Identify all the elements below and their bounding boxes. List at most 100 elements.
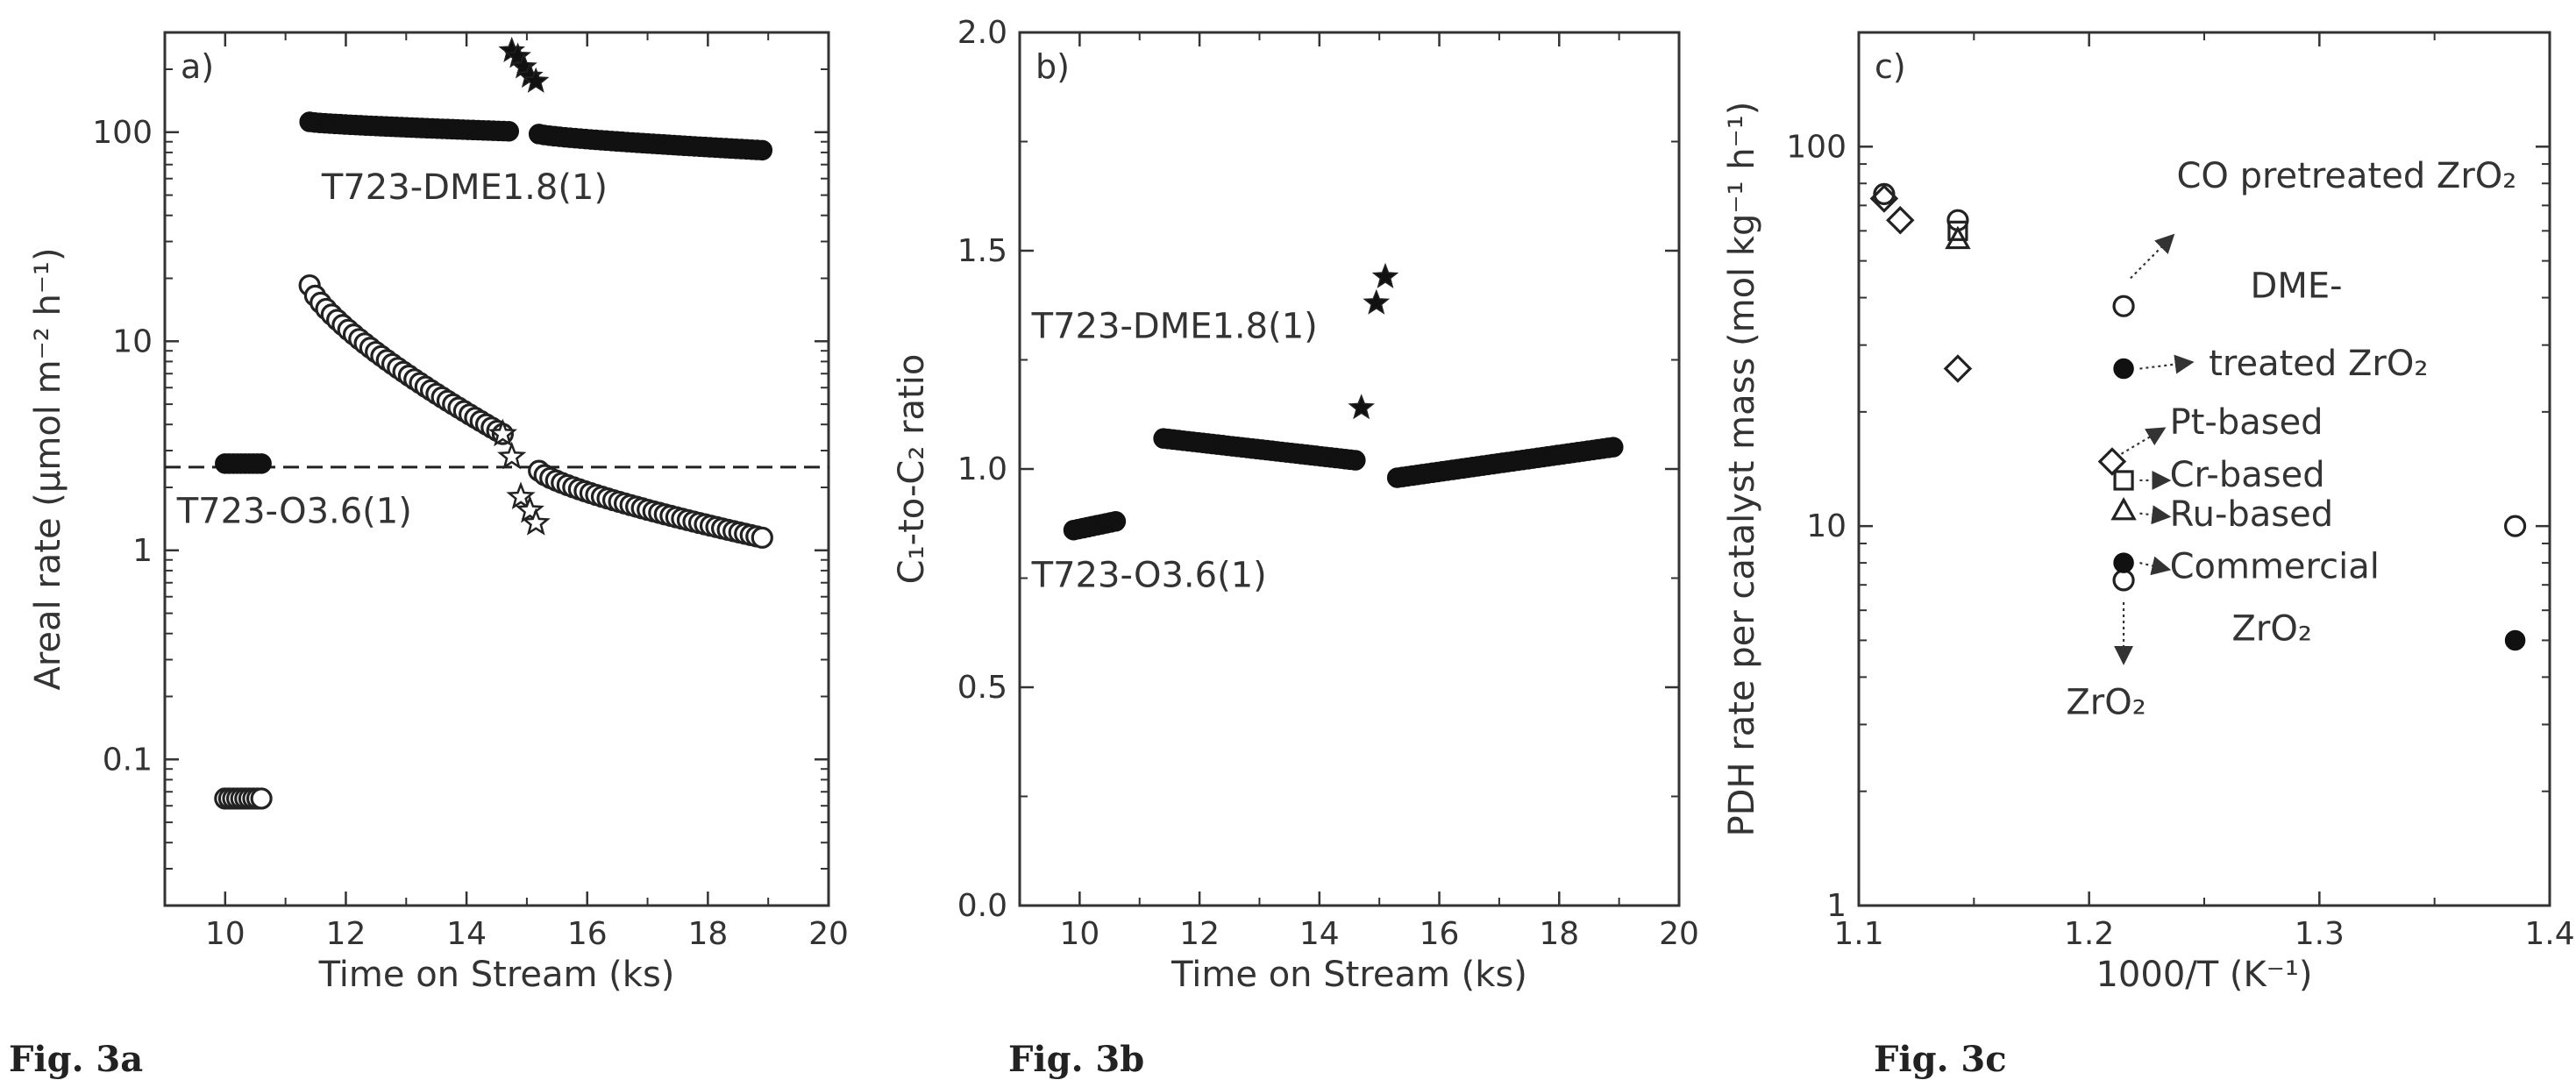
x-tick-label: 20: [808, 916, 849, 952]
annotation-label: T723-DME1.8(1): [1031, 307, 1318, 347]
data-point: [1947, 220, 1968, 241]
x-tick-label: 1.1: [1833, 916, 1883, 952]
series-filled-star: [498, 36, 550, 93]
x-tick-label: 20: [1659, 916, 1699, 952]
annotation-label: treated ZrO₂: [2209, 344, 2428, 384]
series-filled-circle: [2113, 358, 2526, 651]
panel-label: c): [1875, 47, 1906, 86]
y-tick-label: 0.1: [103, 742, 153, 778]
y-axis-label: C₁-to-C₂ ratio: [892, 354, 932, 585]
series-open-square: [1947, 220, 2134, 491]
series-open-circle: [298, 274, 773, 549]
panel-label: b): [1035, 47, 1070, 86]
x-tick-label: 16: [1420, 916, 1460, 952]
annotation-label: ZrO₂: [2066, 682, 2145, 722]
x-tick-label: 1.4: [2524, 916, 2574, 952]
y-tick-label: 100: [1786, 129, 1847, 165]
y-tick-label: 1: [1826, 888, 1847, 924]
arrow-line: [2139, 354, 2195, 374]
figure-caption: Fig. 3a: [9, 1039, 143, 1080]
annotation-label: CO pretreated ZrO₂: [2176, 156, 2516, 196]
data-point: [2113, 552, 2134, 573]
y-tick-label: 1.0: [957, 451, 1007, 487]
arrow-line: [2139, 556, 2172, 576]
x-tick-label: 1.3: [2295, 916, 2345, 952]
data-point: [1886, 205, 1915, 235]
annotation-label: T723-O3.6(1): [1031, 555, 1267, 595]
y-axis-label: Areal rate (μmol m⁻² h⁻¹): [28, 247, 68, 690]
y-tick-label: 1: [132, 533, 153, 569]
annotation-label: Ru-based: [2170, 494, 2334, 535]
series-filled-circle: [215, 453, 272, 474]
annotation-label: T723-O3.6(1): [176, 492, 412, 532]
annotation-label: T723-DME1.8(1): [321, 167, 608, 208]
data-point: [2113, 358, 2134, 380]
data-point: [251, 453, 272, 474]
data-point: [2504, 629, 2526, 651]
data-point: [751, 139, 773, 161]
chart-panel-b: 10 12 14 16 18 20 0.0 0.5 1.0 1.5 2.0 Time on Strea…: [892, 15, 1699, 1080]
data-point: [515, 494, 544, 523]
series-open-star: [487, 418, 551, 536]
x-tick-label: 18: [687, 916, 728, 952]
data-point: [504, 42, 531, 68]
x-axis-label: 1000/T (K⁻¹): [2096, 955, 2312, 995]
data-point: [1869, 184, 1899, 213]
data-point: [506, 481, 536, 510]
x-tick-label: 10: [1059, 916, 1099, 952]
series-open-triangle: [1945, 225, 2137, 521]
x-tick-label: 10: [205, 916, 246, 952]
data-point: [498, 121, 520, 142]
annotation-label: DME-: [2251, 266, 2343, 307]
annotation-label: ZrO₂: [2232, 608, 2312, 649]
series-open-diamond: [1869, 184, 2127, 476]
data-point: [1105, 511, 1127, 532]
data-point: [2504, 515, 2527, 537]
panel-label: a): [181, 47, 214, 86]
plot-frame: [163, 31, 830, 907]
x-tick-label: 14: [1299, 916, 1340, 952]
x-tick-label: 12: [1179, 916, 1220, 952]
y-tick-label: 10: [112, 323, 153, 359]
data-point: [1345, 450, 1366, 471]
data-point: [250, 787, 273, 810]
arrow-line: [2130, 233, 2175, 280]
x-tick-label: 14: [446, 916, 487, 952]
arrow-line: [2120, 427, 2167, 455]
annotation-label: Commercial: [2170, 546, 2380, 586]
data-point: [487, 418, 518, 447]
y-tick-label: 2.0: [957, 15, 1007, 51]
data-point: [751, 526, 773, 549]
y-tick-label: 0.5: [957, 670, 1007, 706]
chart-panel-a: 10 12 14 16 18 20 0.1 1 10 100 Time on Stream (ks)…: [9, 31, 849, 1080]
y-tick-label: 10: [1806, 508, 1847, 544]
chart-panel-c: 1.1 1.2 1.3 1.4 1 10 100 1000/T (K⁻¹) PDH rate p…: [1722, 31, 2575, 1080]
data-point: [521, 508, 551, 536]
y-tick-label: 100: [92, 115, 153, 151]
y-tick-label: 1.5: [957, 233, 1007, 269]
data-point: [2112, 295, 2135, 317]
data-point: [2110, 496, 2137, 521]
series-filled-star: [1348, 262, 1399, 420]
data-point: [2113, 470, 2134, 491]
data-point: [1363, 288, 1391, 315]
data-point: [2097, 447, 2127, 476]
x-tick-label: 16: [567, 916, 608, 952]
series-filled-circle: [1063, 428, 1624, 541]
data-point: [522, 67, 550, 93]
x-tick-label: 12: [326, 916, 366, 952]
annotation-arrows: [2114, 233, 2195, 665]
series-open-circle: [214, 787, 273, 810]
annotation-label: Cr-based: [2170, 455, 2325, 495]
figure-caption: Fig. 3c: [1874, 1039, 2007, 1080]
data-point: [1371, 262, 1399, 288]
series-filled-circle: [299, 111, 773, 161]
data-point: [2112, 569, 2135, 592]
data-point: [497, 441, 527, 470]
data-point: [1348, 394, 1375, 420]
annotation-label: Pt-based: [2170, 402, 2323, 443]
x-axis-label: Time on Stream (ks): [1171, 955, 1527, 995]
x-tick-label: 18: [1539, 916, 1579, 952]
figure-caption: Fig. 3b: [1008, 1039, 1144, 1080]
